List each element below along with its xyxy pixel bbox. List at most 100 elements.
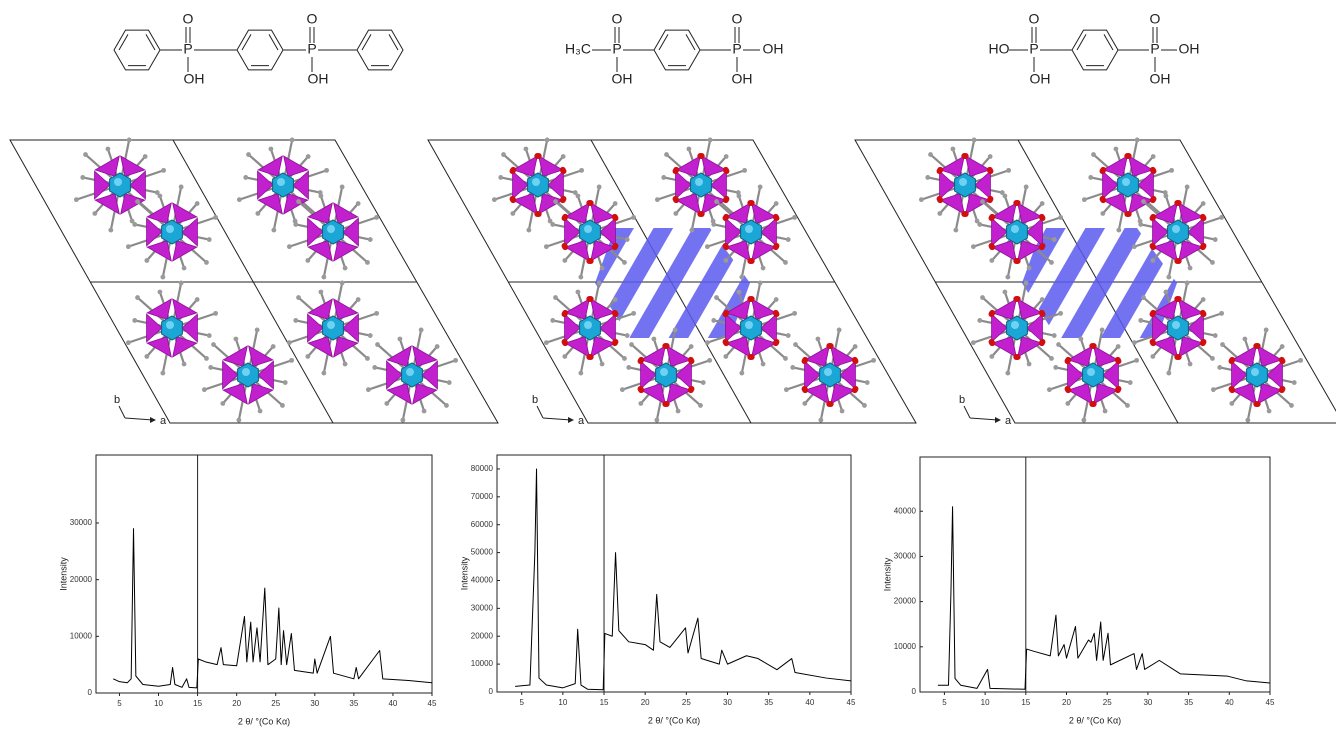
phosphonate-tetrahedron: [147, 337, 171, 357]
oxygen-atom: [828, 343, 834, 349]
ligand-atom: [1134, 358, 1139, 363]
ligand-atom: [714, 295, 719, 300]
phosphonate-tetrahedron: [966, 156, 990, 176]
oxygen-atom: [1176, 200, 1182, 206]
ligand-atom: [213, 311, 218, 316]
ligand-atom: [553, 295, 558, 300]
ligand-atom: [980, 199, 985, 204]
atom-label: P: [1029, 41, 1038, 57]
ligand-atom: [1150, 354, 1155, 359]
oxygen-atom: [586, 258, 592, 264]
x-tick-label: 5: [519, 698, 524, 707]
x-tick-label: 30: [723, 698, 732, 707]
aromatic-bond: [686, 34, 695, 50]
phosphonate-tetrahedron: [1129, 156, 1153, 176]
atom-label: O: [612, 11, 623, 27]
ligand-atom: [620, 387, 625, 392]
phosphonate-tetrahedron: [308, 241, 332, 261]
ligand-atom: [160, 275, 165, 280]
ligand-atom: [673, 328, 678, 333]
x-tick-label: 20: [641, 698, 650, 707]
ligand-atom: [289, 358, 294, 363]
ligand-atom: [774, 297, 779, 302]
phosphonate-tetrahedron: [173, 299, 197, 319]
ligand-atom: [80, 175, 85, 180]
phosphonate-tetrahedron: [95, 194, 119, 214]
ligand-atom: [1267, 409, 1272, 414]
ligand-atom: [742, 168, 747, 173]
atom-label: O: [1029, 11, 1040, 27]
oxygen-atom: [937, 167, 943, 173]
ligand-atom: [790, 365, 795, 370]
atom-label: P: [307, 41, 316, 57]
oxygen-atom: [1039, 310, 1045, 316]
ligand-atom: [626, 365, 631, 370]
phosphonate-tetrahedron: [284, 156, 308, 176]
ligand-atom: [1185, 281, 1190, 286]
ligand-atom: [372, 365, 377, 370]
ligand-atom: [553, 199, 558, 204]
oxygen-atom: [1229, 386, 1235, 392]
ligand-atom: [1292, 380, 1297, 385]
ligand-atom: [1049, 356, 1054, 361]
ligand-atom: [296, 295, 301, 300]
ligand-atom: [1116, 228, 1121, 233]
oxygen-atom: [1174, 258, 1180, 264]
x-tick-label: 15: [193, 699, 202, 708]
ligand-atom: [758, 185, 763, 190]
x-tick-label: 5: [117, 699, 122, 708]
ligand-atom: [258, 409, 263, 414]
metal-highlight: [584, 225, 592, 233]
ligand-atom: [492, 197, 497, 202]
oxygen-atom: [588, 200, 594, 206]
ligand-atom: [1164, 194, 1169, 199]
ligand-atom: [384, 401, 389, 406]
metal-highlight: [1011, 321, 1019, 329]
ligand-atom: [343, 362, 348, 367]
phosphonate-tetrahedron: [121, 156, 145, 176]
oxygen-atom: [1150, 339, 1156, 345]
ligand-atom: [340, 281, 345, 286]
ligand-atom: [510, 211, 515, 216]
atom-label: OH: [308, 71, 329, 87]
oxygen-atom: [1200, 244, 1206, 250]
ligand-atom: [501, 152, 506, 157]
phosphonate-tetrahedron: [992, 337, 1016, 357]
ligand-atom: [293, 318, 298, 323]
oxygen-atom: [987, 197, 993, 203]
atom-label: OH: [1150, 71, 1171, 87]
x-tick-label: 35: [764, 698, 773, 707]
axis-arrow: [970, 418, 998, 420]
phosphonate-tetrahedron: [752, 299, 776, 319]
ligand-atom: [143, 154, 148, 159]
oxygen-atom: [612, 340, 618, 346]
y-tick-label: 60000: [471, 520, 494, 529]
axis-letter: b: [959, 394, 965, 406]
ligand-atom: [977, 318, 982, 323]
phosphonate-tetrahedron: [992, 241, 1016, 261]
oxygen-atom: [560, 197, 566, 203]
ligand-atom: [928, 152, 933, 157]
oxygen-atom: [773, 310, 779, 316]
ligand-atom: [374, 311, 379, 316]
ligand-atom: [108, 228, 113, 233]
phosphonate-tetrahedron: [258, 194, 282, 214]
figure: OPOHOPOHH₃COPOHOPOHOHHOOPOHOPOHOHbababa0…: [0, 0, 1336, 730]
phosphonate-tetrahedron: [334, 203, 358, 223]
ligand-atom: [631, 311, 636, 316]
phosphonate-tetrahedron: [641, 384, 665, 404]
phosphonate-tetrahedron: [539, 156, 563, 176]
ligand-atom: [1079, 337, 1084, 342]
oxygen-atom: [1279, 387, 1285, 393]
oxygen-atom: [562, 243, 568, 249]
axis-arrowhead: [568, 417, 574, 423]
phosphonate-tetrahedron: [308, 337, 332, 357]
ligand-atom: [971, 244, 976, 249]
ligand-atom: [544, 244, 549, 249]
ligand-atom: [1005, 275, 1010, 280]
x-tick-label: 15: [600, 698, 609, 707]
ligand-atom: [368, 237, 373, 242]
oxygen-atom: [989, 339, 995, 345]
oxygen-atom: [612, 244, 618, 250]
